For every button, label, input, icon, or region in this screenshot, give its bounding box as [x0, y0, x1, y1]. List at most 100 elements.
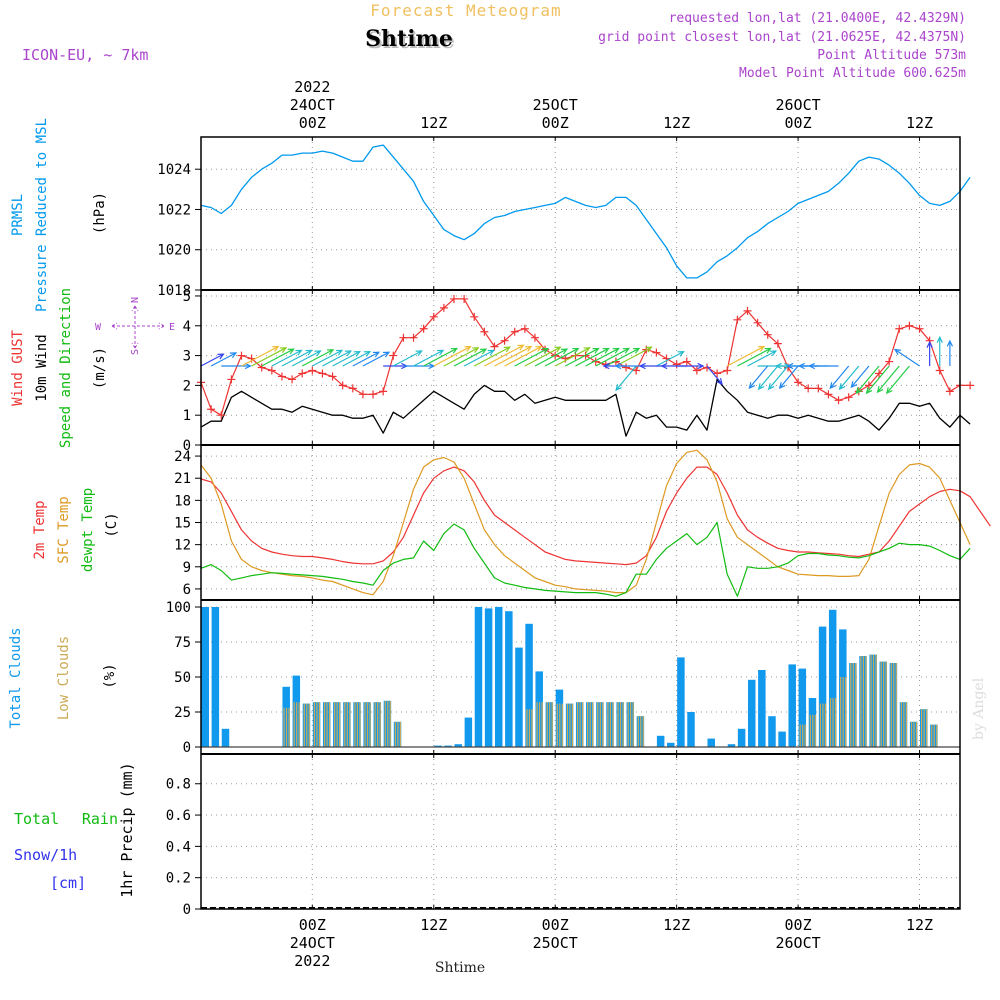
- total-cloud-bar: [221, 728, 230, 747]
- wind-ytick-label: 0: [183, 438, 191, 454]
- wind-arrow: [737, 347, 771, 367]
- low-cloud-bar: [880, 661, 882, 747]
- low-cloud-bar: [283, 707, 285, 747]
- wind-arrow-head: [464, 345, 472, 352]
- bottom-date-label: 26OCT: [776, 934, 821, 952]
- wind-direction-label: Speed and Direction: [58, 288, 74, 448]
- wind-arrow-head: [382, 351, 391, 358]
- total-cloud-bar: [494, 607, 503, 747]
- low-cloud-bar: [834, 698, 837, 747]
- low-cloud-bar: [344, 702, 346, 747]
- low-cloud-bar: [931, 724, 933, 747]
- wind-arrow-head: [229, 352, 238, 359]
- total-cloud-bar: [828, 609, 837, 747]
- bottom-time-label: 00Z: [542, 916, 569, 934]
- wind-arrow-head: [829, 382, 837, 390]
- low-cloud-bar: [387, 700, 389, 747]
- wind-arrow-head: [487, 349, 495, 356]
- low-cloud-bar: [599, 702, 601, 747]
- wind-arrow-head: [517, 344, 525, 351]
- wind-arrow-head: [786, 362, 794, 370]
- top-date-label: 26OCT: [776, 96, 821, 114]
- wind-arrow: [758, 365, 779, 390]
- plot-frame: [200, 136, 961, 910]
- low-cloud-bar: [913, 721, 915, 747]
- compass-n: N: [130, 297, 141, 303]
- gust-point: [672, 360, 681, 369]
- low-cloud-bar: [607, 702, 609, 747]
- precip-ytick-label: 0.6: [166, 808, 191, 824]
- total-cloud-bar: [474, 607, 483, 747]
- low-cloud-bar: [316, 702, 318, 747]
- dewpt-line: [200, 521, 971, 597]
- wind-arrow-head: [769, 350, 778, 357]
- top-time-label: 12Z: [420, 114, 447, 132]
- wind-arrow: [894, 348, 920, 367]
- wind-arrow: [575, 347, 609, 367]
- low-cloud-bar: [569, 703, 571, 747]
- gust-point: [500, 336, 509, 345]
- precip-ytick-label: 0: [183, 902, 191, 918]
- wind-arrow-head: [850, 381, 858, 389]
- gust-point: [348, 384, 357, 393]
- wind-arrow-head: [479, 348, 488, 355]
- wind-arrow-head: [437, 349, 445, 356]
- temperature-ytick-label: 9: [183, 560, 191, 576]
- wind-arrow: [281, 349, 312, 367]
- wind-arrow-head: [615, 384, 622, 392]
- low-cloud-bar: [559, 703, 561, 747]
- wind-arrow: [656, 351, 684, 367]
- low-cloud-bar: [346, 702, 348, 747]
- low-cloud-bar: [298, 702, 300, 747]
- low-cloud-bar: [374, 702, 376, 747]
- wind-arrow: [850, 365, 870, 388]
- gust-point: [814, 384, 823, 393]
- wind-arrow-head: [716, 378, 723, 386]
- side-labels: PRMSL Pressure Reduced to MSL (hPa) Wind GU…: [8, 118, 175, 898]
- total-cloud-bar: [484, 608, 493, 747]
- total-cloud-bar: [515, 647, 523, 747]
- top-time-label: 00Z: [785, 114, 812, 132]
- low-cloud-bar: [926, 709, 928, 747]
- low-cloud-bar: [640, 716, 642, 747]
- low-cloud-bar: [306, 703, 308, 747]
- low-cloud-bar: [905, 702, 907, 747]
- low-cloud-bar: [814, 714, 816, 747]
- precip-panel: 0 0.2 0.4 0.6 0.8: [166, 754, 960, 918]
- wind-arrow-head: [865, 387, 873, 395]
- low-cloud-bar: [829, 698, 832, 747]
- wind-arrow-head: [415, 350, 423, 357]
- gust-point: [358, 390, 367, 399]
- top-year-label: 2022: [294, 78, 330, 96]
- low-cloud-bar: [308, 703, 310, 747]
- wind-arrow-head: [748, 382, 756, 390]
- time-axis-labels: 00Z00Z24OCT24OCT2022202212Z12Z00Z00Z25OC…: [290, 78, 933, 970]
- bottom-time-label: 00Z: [785, 916, 812, 934]
- gust-point: [277, 372, 286, 381]
- low-cloud-bar: [845, 677, 847, 747]
- low-cloud-bar: [632, 702, 634, 747]
- low-cloud-bar: [832, 698, 834, 747]
- temperature-units: (C): [104, 512, 120, 537]
- gust-point: [480, 327, 489, 336]
- gust-point: [470, 312, 479, 321]
- gust-point: [399, 333, 408, 342]
- clouds-ytick-label: 50: [174, 670, 191, 686]
- wind-arrow: [554, 347, 590, 367]
- snow-legend-units: [cm]: [50, 874, 86, 892]
- wind-arrow: [443, 347, 479, 367]
- bottom-time-label: 12Z: [906, 916, 933, 934]
- low-cloud-bar: [571, 703, 574, 747]
- low-cloud-bar: [903, 702, 905, 747]
- gust-point: [338, 381, 347, 390]
- gust-label: Wind GUST: [10, 330, 26, 406]
- wind-arrow: [494, 346, 532, 367]
- wind-arrow: [301, 349, 334, 367]
- pressure-ytick-label: 1022: [157, 202, 191, 218]
- precip-ytick-label: 0.8: [166, 777, 191, 793]
- gust-point: [834, 396, 843, 405]
- low-cloud-bar: [293, 702, 295, 747]
- total-cloud-bar: [464, 717, 473, 747]
- low-cloud-bar: [921, 709, 923, 747]
- wind-ytick-label: 2: [183, 378, 191, 394]
